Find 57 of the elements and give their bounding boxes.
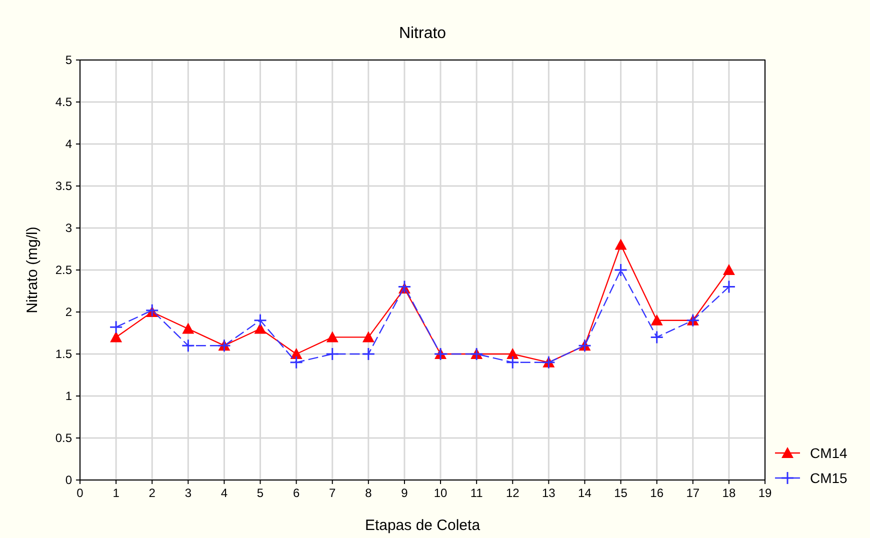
x-tick-label: 9 (401, 486, 408, 500)
point (614, 238, 627, 250)
x-tick-label: 8 (365, 486, 372, 500)
point (254, 322, 266, 334)
point (290, 356, 304, 370)
x-axis-title: Etapas de Coleta (364, 517, 481, 534)
point (181, 338, 195, 352)
x-tick-label: 3 (184, 486, 192, 500)
x-tick-label: 2 (148, 486, 156, 500)
y-tick-label: 0 (65, 473, 72, 487)
x-tick-label: 10 (434, 486, 448, 500)
point (362, 347, 376, 361)
x-tick-label: 19 (758, 486, 772, 500)
point (650, 330, 664, 344)
x-tick-label: 14 (578, 486, 592, 500)
point (326, 347, 340, 361)
y-tick-label: 0.5 (55, 431, 72, 445)
x-tick-label: 5 (256, 486, 264, 500)
y-tick-label: 4.5 (55, 95, 72, 109)
x-tick-label: 15 (614, 486, 628, 500)
point (290, 348, 302, 359)
x-tick-label: 16 (650, 486, 664, 500)
x-tick-label: 18 (722, 486, 736, 500)
y-tick-label: 4 (65, 137, 72, 151)
point (109, 320, 123, 334)
y-tick-label: 3.5 (55, 179, 72, 193)
point (110, 331, 122, 342)
legend-label: CM14 (810, 445, 848, 461)
point (254, 314, 268, 328)
x-tick-label: 0 (76, 486, 84, 500)
y-tick-label: 2.5 (55, 263, 72, 277)
point (650, 314, 663, 326)
y-tick-label: 1.5 (55, 347, 72, 361)
y-tick-label: 2 (65, 305, 72, 319)
x-tick-label: 7 (329, 486, 336, 500)
x-tick-label: 6 (292, 486, 300, 500)
y-tick-label: 1 (65, 389, 72, 403)
x-tick-label: 12 (506, 486, 520, 500)
point (722, 264, 735, 275)
point (722, 280, 736, 294)
point (182, 322, 194, 334)
point (506, 356, 520, 370)
y-axis-title: Nitrato (mg/l) (24, 226, 41, 314)
point (145, 304, 159, 318)
x-tick-label: 4 (220, 486, 228, 500)
point (506, 348, 519, 359)
x-tick-label: 11 (470, 486, 484, 500)
y-tick-label: 5 (65, 53, 72, 67)
x-tick-label: 13 (542, 486, 556, 500)
point (326, 331, 338, 342)
y-tick-label: 3 (65, 221, 72, 235)
legend-label: CM15 (810, 470, 848, 486)
point (614, 263, 628, 277)
x-tick-label: 1 (112, 486, 120, 500)
point (362, 331, 374, 342)
chart-title: Nitrato (398, 25, 446, 42)
x-tick-label: 17 (686, 486, 700, 500)
